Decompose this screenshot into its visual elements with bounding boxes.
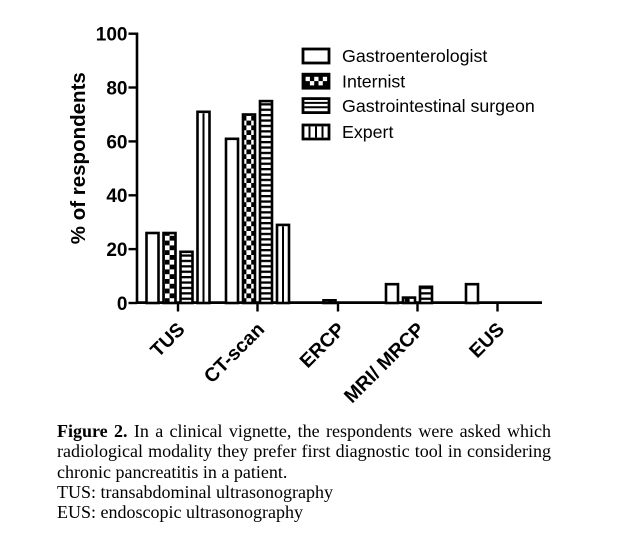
svg-text:Internist: Internist: [342, 71, 405, 91]
svg-text:20: 20: [106, 240, 127, 261]
svg-text:80: 80: [106, 78, 127, 99]
svg-text:ERCP: ERCP: [296, 318, 350, 372]
svg-text:TUS: TUS: [146, 318, 189, 361]
svg-text:EUS: EUS: [465, 318, 509, 362]
svg-text:% of respondents: % of respondents: [67, 72, 90, 244]
svg-text:Expert: Expert: [342, 122, 393, 142]
svg-text:60: 60: [106, 132, 127, 153]
svg-text:100: 100: [96, 25, 128, 46]
svg-text:MRI/ MRCP: MRI/ MRCP: [340, 318, 429, 407]
svg-text:Gastrointestinal surgeon: Gastrointestinal surgeon: [342, 96, 535, 116]
svg-text:0: 0: [117, 294, 128, 315]
svg-text:40: 40: [106, 186, 127, 207]
svg-text:CT-scan: CT-scan: [200, 318, 269, 387]
svg-text:Gastroenterologist: Gastroenterologist: [342, 46, 487, 66]
